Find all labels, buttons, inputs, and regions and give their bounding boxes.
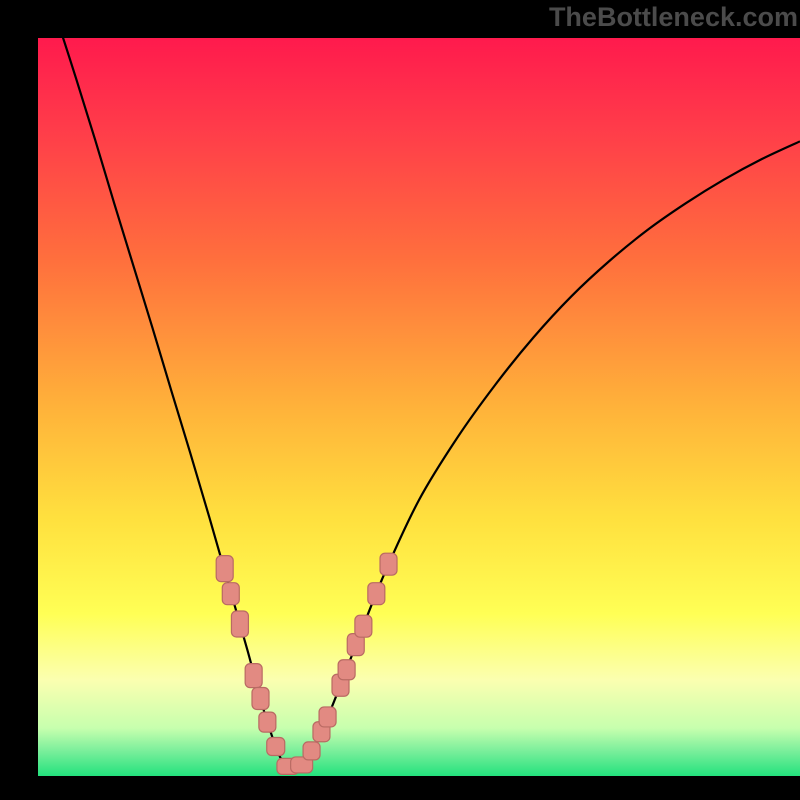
outer-frame (0, 0, 800, 800)
watermark-text: TheBottleneck.com (549, 2, 798, 33)
